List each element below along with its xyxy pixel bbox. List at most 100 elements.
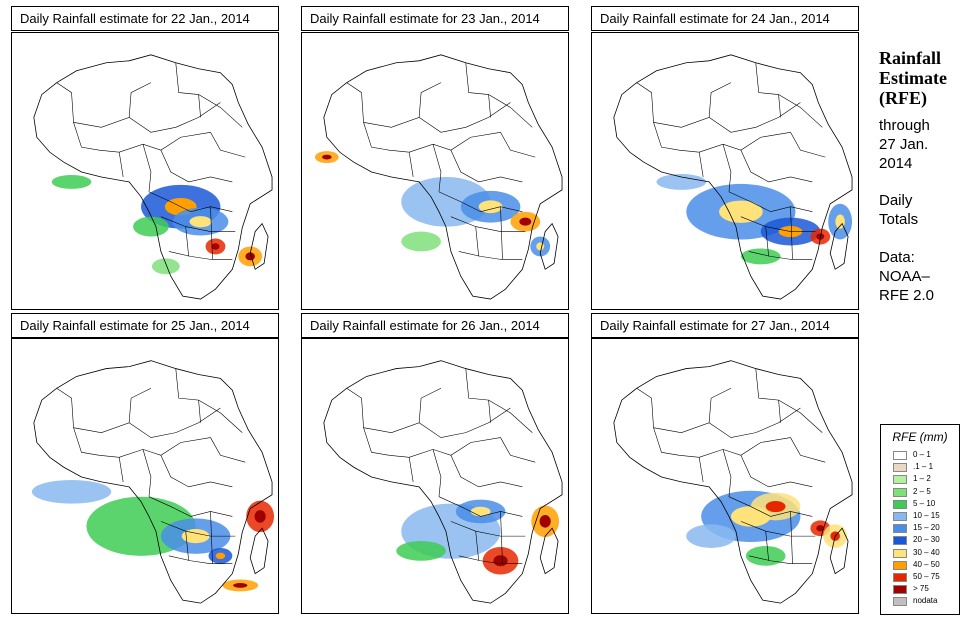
rainfall-map xyxy=(301,338,569,614)
rainfall-core xyxy=(233,583,248,588)
country-border xyxy=(160,216,236,232)
rainfall-core xyxy=(539,515,551,528)
rainfall-area xyxy=(31,479,112,504)
legend-swatch xyxy=(893,524,907,534)
legend-swatch xyxy=(893,475,907,485)
rainfall-core xyxy=(322,154,332,160)
legend-label: .1 – 1 xyxy=(913,462,934,472)
coastline xyxy=(33,54,273,300)
country-border xyxy=(748,251,813,260)
country-border xyxy=(790,132,826,158)
coastline xyxy=(613,54,853,300)
legend-swatch xyxy=(893,487,907,497)
country-border xyxy=(458,251,523,260)
country-border xyxy=(765,511,793,564)
sidebar-data-source: Data: NOAA– RFE 2.0 xyxy=(879,249,935,304)
rainfall-core xyxy=(519,217,532,226)
legend-label: 50 – 75 xyxy=(913,572,940,581)
country-border xyxy=(148,496,233,517)
rainfall-core xyxy=(478,200,503,214)
rainfall-core xyxy=(493,555,508,567)
country-border xyxy=(438,191,523,213)
sidebar-daily-totals: Daily Totals xyxy=(879,192,919,228)
legend-swatch xyxy=(893,451,907,460)
country-border xyxy=(118,449,152,497)
country-border xyxy=(363,122,501,153)
rainfall-area xyxy=(686,524,736,548)
country-border xyxy=(210,437,246,463)
africa-landmass xyxy=(33,54,273,300)
rainfall-core xyxy=(719,200,763,223)
coastline xyxy=(323,360,563,604)
country-border xyxy=(408,144,442,192)
country-border xyxy=(450,216,526,232)
legend: RFE (mm) 0 – 1 .1 – 1 1 – 2 2 – 5 5 – 10 10 –… xyxy=(880,424,960,615)
madagascar-outline xyxy=(249,527,269,575)
country-border xyxy=(475,206,503,260)
legend-label: 30 – 40 xyxy=(913,547,940,557)
rainfall-map xyxy=(591,32,859,310)
country-border xyxy=(168,555,233,565)
country-border xyxy=(458,555,523,565)
rainfall-core xyxy=(816,525,825,532)
country-border xyxy=(438,496,523,517)
country-border xyxy=(728,191,813,213)
rainfall-core xyxy=(254,510,266,523)
country-border xyxy=(740,455,813,488)
country-border xyxy=(56,388,152,433)
africa-map-svg xyxy=(613,54,853,300)
country-border xyxy=(363,427,501,458)
rainfall-core xyxy=(215,552,226,559)
panel-title: Daily Rainfall estimate for 23 Jan., 201… xyxy=(301,6,569,31)
country-border xyxy=(148,191,233,213)
country-border xyxy=(748,555,813,565)
legend-swatch xyxy=(893,585,907,595)
rainfall-area xyxy=(396,541,446,561)
country-border xyxy=(73,122,211,153)
country-border xyxy=(450,521,526,537)
country-border xyxy=(755,368,781,423)
country-border xyxy=(128,102,221,133)
rainfall-area xyxy=(740,248,781,265)
legend-label: 10 – 15 xyxy=(913,511,940,520)
rainfall-area xyxy=(401,231,441,252)
legend-label: 0 – 1 xyxy=(913,450,931,459)
legend-swatch xyxy=(893,597,907,607)
rainfall-map xyxy=(301,32,569,310)
country-border xyxy=(160,455,233,488)
country-border xyxy=(500,437,536,463)
country-border xyxy=(210,132,246,158)
legend-swatch xyxy=(893,463,907,473)
africa-map-svg xyxy=(613,360,853,604)
legend-label: 40 – 50 xyxy=(913,559,940,569)
rainfall-map xyxy=(11,338,279,614)
madagascar-outline xyxy=(539,527,559,575)
legend-swatch xyxy=(893,548,907,558)
country-border xyxy=(73,427,211,458)
legend-label: 20 – 30 xyxy=(913,535,940,545)
legend-label: 5 – 10 xyxy=(913,498,936,508)
rainfall-area xyxy=(51,174,92,189)
country-border xyxy=(728,496,813,517)
madagascar-outline xyxy=(829,527,849,575)
legend-label: > 75 xyxy=(913,584,929,594)
country-border xyxy=(185,206,213,260)
rainfall-core xyxy=(536,242,545,251)
country-border xyxy=(636,82,732,128)
country-border xyxy=(175,368,201,423)
africa-landmass xyxy=(613,360,853,604)
country-border xyxy=(790,437,826,463)
madagascar-outline xyxy=(539,222,559,270)
africa-map-svg xyxy=(31,360,275,604)
country-border xyxy=(740,150,813,183)
country-border xyxy=(475,511,503,564)
madagascar-outline xyxy=(829,222,849,270)
country-border xyxy=(698,144,732,192)
country-border xyxy=(708,102,801,133)
country-border xyxy=(198,94,243,128)
country-border xyxy=(160,150,233,183)
country-border xyxy=(418,102,511,133)
panel-title: Daily Rainfall estimate for 24 Jan., 201… xyxy=(591,6,859,31)
coastline xyxy=(613,360,853,604)
country-border xyxy=(118,144,152,192)
